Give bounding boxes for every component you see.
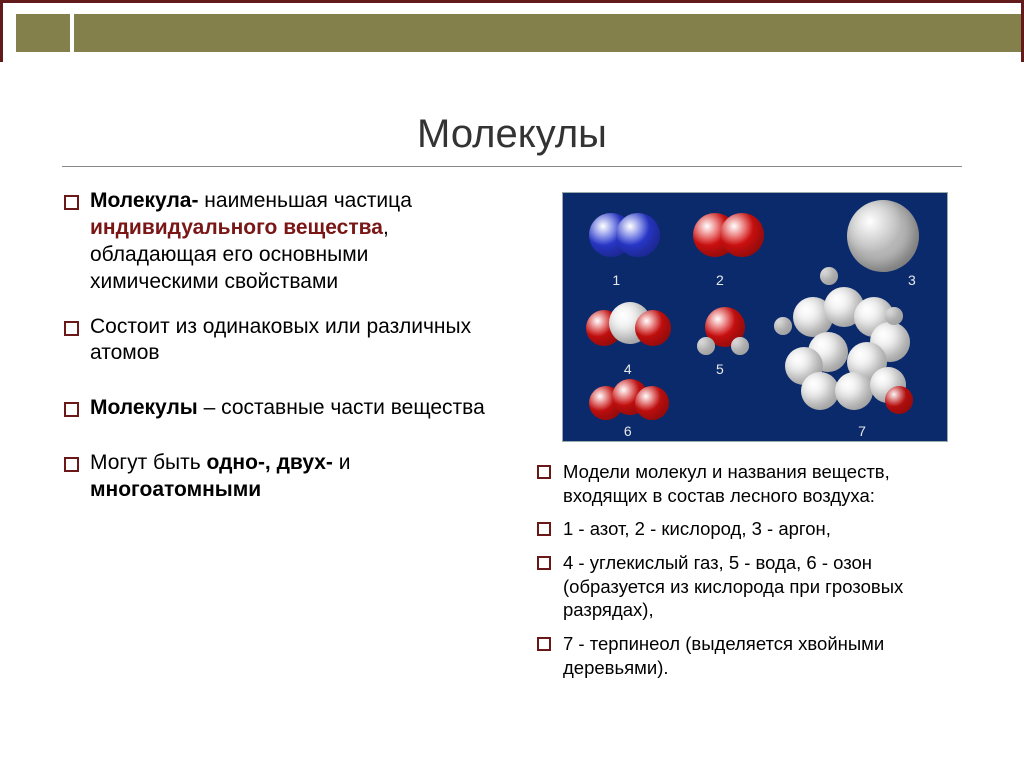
argon-atom: [847, 200, 919, 272]
list-item: Молекула- наименьшая частица индивидуаль…: [62, 188, 501, 296]
diagram-label-6: 6: [624, 423, 632, 439]
list-item: 1 - азот, 2 - кислород, 3 - аргон,: [535, 517, 974, 541]
list-item: 7 - терпинеол (выделяется хвойными дерев…: [535, 632, 974, 679]
oxygen-atom: [720, 213, 764, 257]
diagram-label-4: 4: [624, 361, 632, 377]
water-atom: [697, 337, 715, 355]
terpineol-atom: [885, 307, 903, 325]
content-columns: Молекула- наименьшая частица индивидуаль…: [62, 188, 974, 747]
list-item: Могут быть одно-, двух- и многоатомными: [62, 450, 501, 504]
water-atom: [731, 337, 749, 355]
terpineol-atom: [801, 372, 839, 410]
diagram-label-5: 5: [716, 361, 724, 377]
diagram-label-7: 7: [858, 423, 866, 439]
left-bullet-list: Молекула- наименьшая частица индивидуаль…: [62, 188, 501, 504]
title-underline: [62, 166, 962, 167]
terpineol-atom: [885, 386, 913, 414]
list-item: 4 - углекислый газ, 5 - вода, 6 - озон (…: [535, 551, 974, 622]
left-column: Молекула- наименьшая частица индивидуаль…: [62, 188, 501, 747]
list-item: Состоит из одинаковых или различных атом…: [62, 314, 501, 368]
terpineol-atom: [835, 372, 873, 410]
terpineol-atom: [820, 267, 838, 285]
right-bullet-list: Модели молекул и названия веществ, входя…: [535, 460, 974, 679]
diagram-label-2: 2: [716, 272, 724, 288]
terpineol-atom: [774, 317, 792, 335]
molecule-diagram: 1 2 3 4 5 6 7: [562, 192, 948, 442]
right-column: 1 2 3 4 5 6 7 Модели молекул и названия вещест…: [535, 188, 974, 747]
co2-atom: [635, 310, 671, 346]
page-title: Молекулы: [0, 112, 1024, 157]
header-border: [0, 0, 1024, 62]
diagram-label-1: 1: [612, 272, 620, 288]
diagram-label-3: 3: [908, 272, 916, 288]
nitrogen-atom: [616, 213, 660, 257]
ozone-atom: [635, 386, 669, 420]
slide-header: [0, 0, 1024, 64]
list-item: Модели молекул и названия веществ, входя…: [535, 460, 974, 507]
list-item: Молекулы – составные части вещества: [62, 395, 501, 422]
